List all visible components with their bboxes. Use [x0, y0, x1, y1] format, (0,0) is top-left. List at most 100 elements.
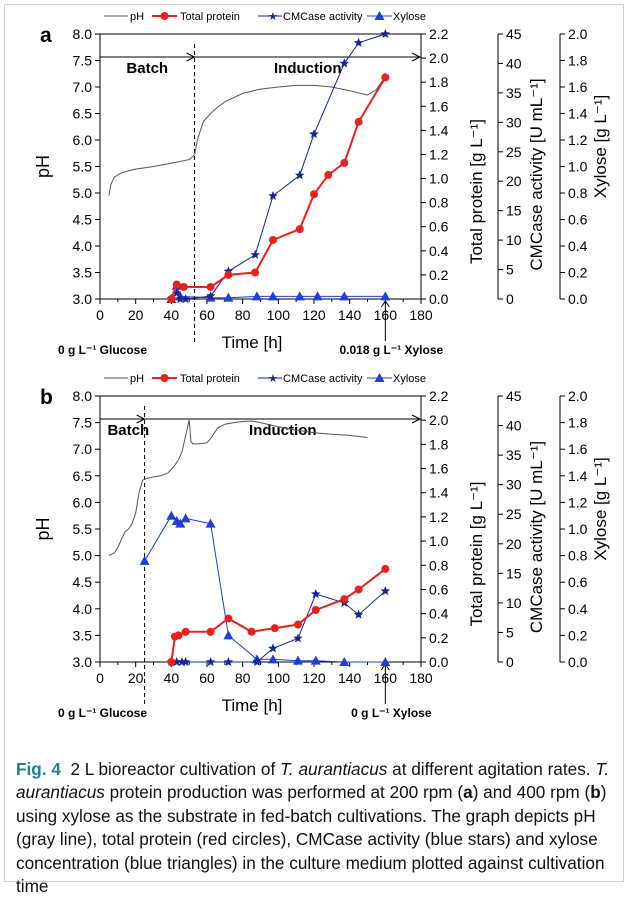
protein-tick-label: 1.8	[429, 436, 449, 452]
protein-tick-label: 2.2	[429, 388, 449, 404]
cmcase-tick-label: 25	[506, 144, 522, 160]
caption-panel-b: b	[590, 782, 601, 803]
protein-tick-label: 2.2	[429, 26, 449, 42]
xylose-tick-label: 0.0	[568, 654, 588, 670]
cmcase-point	[223, 657, 234, 666]
protein-tick-label: 1.4	[429, 122, 449, 138]
series-xylose-line	[144, 514, 386, 663]
x-tick-label: 60	[199, 670, 215, 686]
protein-point	[381, 73, 390, 82]
figure-caption: Fig. 4 2 L bioreactor cultivation of T. …	[16, 758, 616, 898]
protein-tick-label: 0.2	[429, 267, 449, 283]
caption-text-2: at different agitation rates.	[392, 759, 591, 779]
protein-point	[179, 282, 188, 291]
caption-text-5: ) using xylose as the substrate in fed-b…	[16, 782, 607, 897]
cmcase-point	[180, 657, 191, 666]
xylose-point	[339, 291, 350, 301]
cmcase-tick-label: 5	[506, 624, 514, 640]
protein-tick-label: 0.2	[429, 630, 449, 646]
xylose-point	[139, 555, 150, 565]
caption-panel-a: a	[463, 782, 473, 803]
xylose-tick-label: 1.6	[568, 441, 588, 457]
protein-point	[247, 627, 256, 636]
protein-point	[167, 658, 176, 666]
annotation-glucose: 0 g L⁻¹ Glucose	[58, 343, 147, 357]
xylose-tick-label: 2.0	[568, 26, 588, 42]
xylose-tick-label: 1.0	[568, 521, 588, 537]
x-axis-title: Time [h]	[222, 333, 283, 352]
x-axis-title: Time [h]	[222, 696, 283, 715]
x-tick-label: 20	[128, 307, 144, 323]
protein-point	[206, 282, 215, 291]
cmcase-tick-label: 35	[506, 85, 522, 101]
cmcase-tick-label: 15	[506, 203, 522, 219]
cmcase-tick-label: 45	[506, 26, 522, 42]
phase-label-batch: Batch	[126, 60, 168, 77]
caption-text-1: 2 L bioreactor cultivation of	[70, 759, 276, 779]
protein-tick-label: 0.0	[429, 291, 449, 307]
ph-tick-label: 4.0	[73, 601, 93, 617]
cmcase-point	[175, 294, 185, 303]
cmcase-axis-title: CMCase activity [U mL⁻¹]	[527, 78, 546, 270]
ph-tick-label: 7.5	[73, 53, 93, 69]
protein-axis-title: Total protein [g L⁻¹]	[467, 481, 486, 626]
protein-tick-label: 2.0	[429, 412, 449, 428]
protein-tick-label: 0.8	[429, 557, 449, 573]
cmcase-tick-label: 40	[506, 55, 522, 71]
protein-point	[340, 595, 349, 604]
protein-tick-label: 0.0	[429, 654, 449, 670]
ph-tick-label: 5.0	[73, 548, 93, 564]
ph-tick-label: 6.5	[73, 468, 93, 484]
xylose-tick-label: 0.2	[568, 627, 588, 643]
xylose-point	[267, 291, 278, 301]
xylose-tick-label: 0.2	[568, 265, 588, 281]
protein-point	[224, 614, 233, 623]
x-tick-label: 40	[164, 307, 180, 323]
phase-label-batch: Batch	[107, 422, 149, 439]
protein-tick-label: 1.6	[429, 461, 449, 477]
cmcase-axis-title: CMCase activity [U mL⁻¹]	[527, 441, 546, 633]
legend-xylose-marker	[374, 373, 385, 382]
xylose-tick-label: 1.0	[568, 159, 588, 175]
cmcase-point	[268, 643, 278, 653]
cmcase-tick-label: 40	[506, 418, 522, 434]
x-tick-label: 180	[409, 307, 433, 323]
protein-point	[381, 564, 390, 573]
legend-cmcase-marker: ★	[268, 11, 278, 23]
protein-point	[311, 606, 320, 615]
ph-tick-label: 3.5	[73, 265, 93, 281]
ph-tick-label: 3.0	[73, 654, 93, 670]
legend-protein-label: Total protein	[180, 11, 240, 23]
xylose-tick-label: 0.0	[568, 291, 588, 307]
protein-tick-label: 1.8	[429, 74, 449, 90]
cmcase-point	[339, 58, 350, 68]
cmcase-point	[311, 589, 321, 599]
cmcase-tick-label: 20	[506, 173, 522, 189]
legend-cmcase-label: CMCase activity	[283, 373, 363, 385]
cmcase-tick-label: 10	[506, 595, 522, 611]
x-tick-label: 100	[267, 307, 291, 323]
ph-tick-label: 6.0	[73, 494, 93, 510]
x-tick-label: 80	[235, 307, 251, 323]
cmcase-tick-label: 30	[506, 477, 522, 493]
phase-arrow-head	[186, 52, 196, 62]
protein-point	[181, 627, 190, 636]
x-tick-label: 40	[164, 670, 180, 686]
xylose-point	[205, 518, 216, 528]
ph-tick-label: 5.0	[73, 185, 93, 201]
legend-xylose-label: Xylose	[393, 11, 426, 23]
xylose-axis-title: Xylose [g L⁻¹]	[591, 95, 610, 198]
legend-protein-label: Total protein	[180, 373, 240, 385]
x-tick-label: 60	[199, 307, 215, 323]
xylose-tick-label: 1.2	[568, 132, 588, 148]
protein-point	[172, 280, 181, 289]
phase-label-induction: Induction	[274, 60, 342, 77]
legend-cmcase-label: CMCase activity	[283, 11, 363, 23]
cmcase-tick-label: 0	[506, 654, 514, 670]
caption-organism-2: T. aurantiacus	[16, 759, 610, 803]
cmcase-point	[205, 291, 216, 301]
cmcase-point	[180, 294, 191, 303]
protein-point	[270, 624, 279, 633]
legend-xylose-marker	[374, 11, 385, 20]
panel-letter: a	[40, 24, 52, 47]
